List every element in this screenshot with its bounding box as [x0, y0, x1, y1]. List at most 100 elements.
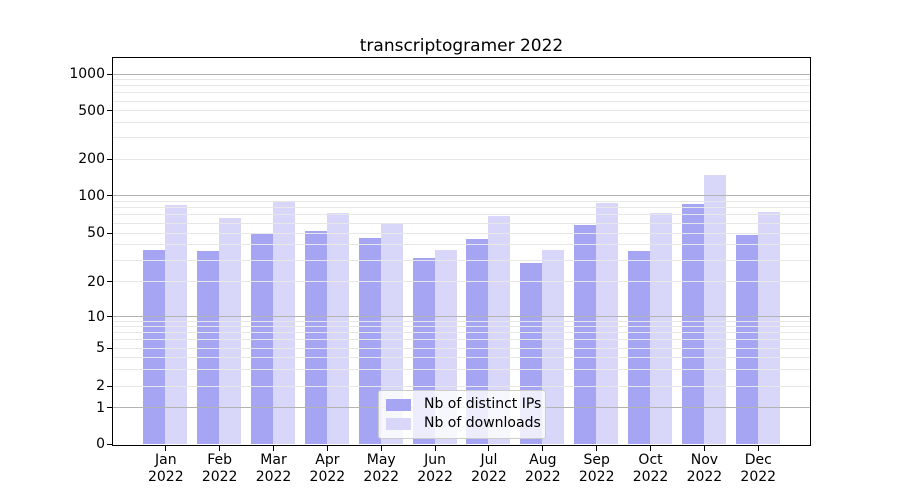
- gridline-minor: [113, 368, 810, 370]
- x-axis-tick: [650, 446, 652, 451]
- legend-swatch: [386, 417, 411, 430]
- gridline-major: [113, 73, 810, 75]
- y-axis-tick: [107, 73, 112, 75]
- y-axis-tick-label: 1: [96, 399, 105, 416]
- bar-downloads: [757, 212, 780, 444]
- bar-distinct-ips: [304, 231, 327, 444]
- x-axis-tick: [273, 446, 275, 451]
- y-axis-tick-label: 50: [87, 225, 105, 241]
- y-axis-tick-label: 500: [78, 102, 105, 119]
- x-axis-tick: [326, 446, 328, 451]
- gridline-minor: [113, 121, 810, 123]
- bar-distinct-ips: [251, 232, 274, 444]
- x-axis-tick: [219, 446, 221, 451]
- gridline-minor: [113, 110, 810, 112]
- gridline-minor: [113, 85, 810, 87]
- x-axis-tick-label: Dec 2022: [740, 452, 777, 485]
- y-axis-tick: [107, 232, 112, 234]
- x-axis-tick: [757, 446, 759, 451]
- y-axis-tick-label: 0: [96, 436, 105, 452]
- gridline-major: [113, 316, 810, 318]
- x-axis-tick: [596, 446, 598, 451]
- x-axis-tick-label: Mar 2022: [255, 452, 292, 485]
- x-axis-tick-label: Jun 2022: [417, 452, 453, 485]
- x-axis-tick-label: Aug 2022: [524, 452, 561, 485]
- x-axis-tick: [542, 446, 544, 451]
- x-axis-tick-label: Jul 2022: [471, 452, 507, 485]
- x-axis-tick: [165, 446, 167, 451]
- y-axis-tick: [107, 110, 112, 112]
- x-axis-tick-label: Sep 2022: [578, 452, 615, 485]
- gridline-major: [113, 195, 810, 197]
- gridline-minor: [113, 100, 810, 102]
- y-axis-tick-label: 100: [78, 187, 105, 204]
- gridline-minor: [113, 326, 810, 328]
- gridline-minor: [113, 332, 810, 334]
- y-axis-tick: [107, 316, 112, 318]
- y-axis-tick-label: 10: [87, 308, 105, 325]
- gridline-minor: [113, 356, 810, 358]
- y-axis-tick: [107, 443, 112, 445]
- gridline-minor: [113, 207, 810, 209]
- gridline-minor: [113, 79, 810, 81]
- bar-downloads: [273, 200, 296, 444]
- gridline-minor: [113, 385, 810, 387]
- bar-downloads: [650, 212, 673, 444]
- x-axis-tick: [703, 446, 705, 451]
- y-axis-tick-label: 1000: [69, 66, 105, 82]
- bar-downloads: [326, 212, 349, 444]
- gridline-minor: [113, 244, 810, 246]
- x-axis-tick-label: Feb 2022: [201, 452, 238, 485]
- y-axis-tick: [107, 385, 112, 387]
- x-axis-tick: [488, 446, 490, 451]
- bar-distinct-ips: [735, 234, 758, 444]
- legend: Nb of distinct IPs Nb of downloads: [378, 390, 546, 439]
- legend-item: Nb of distinct IPs: [386, 397, 541, 412]
- bar-downloads: [703, 175, 726, 444]
- bar-distinct-ips: [143, 249, 166, 444]
- gridline-minor: [113, 321, 810, 322]
- bar-downloads: [488, 215, 511, 444]
- y-axis-tick: [107, 281, 112, 282]
- gridline-minor: [113, 347, 810, 349]
- plot-area: [112, 57, 811, 446]
- bar-distinct-ips: [197, 251, 220, 444]
- bar-downloads: [219, 218, 242, 444]
- x-axis-tick-label: May 2022: [363, 452, 400, 485]
- bar-distinct-ips: [681, 203, 704, 444]
- gridline-minor: [113, 222, 810, 224]
- gridline-minor: [113, 259, 810, 261]
- bar-distinct-ips: [574, 225, 597, 444]
- legend-swatch: [386, 398, 411, 411]
- gridline-minor: [113, 281, 810, 282]
- gridline-minor: [113, 92, 810, 94]
- legend-item: Nb of downloads: [386, 416, 541, 431]
- x-axis-tick-label: Apr 2022: [309, 452, 346, 485]
- gridline-minor: [113, 158, 810, 160]
- bar-downloads: [596, 202, 619, 444]
- gridline-minor: [113, 214, 810, 216]
- x-axis-tick-label: Nov 2022: [686, 452, 723, 485]
- chart-title: transcriptogramer 2022: [359, 36, 564, 56]
- legend-label: Nb of distinct IPs: [424, 396, 542, 412]
- gridline-minor: [113, 137, 810, 139]
- x-axis-tick: [380, 446, 382, 451]
- bar-downloads: [542, 249, 565, 444]
- bar-downloads: [165, 204, 188, 444]
- legend-label: Nb of downloads: [424, 415, 541, 431]
- gridline-minor: [113, 232, 810, 234]
- y-axis-tick-label: 200: [78, 151, 105, 167]
- bar-distinct-ips: [628, 251, 651, 444]
- gridline-minor: [113, 200, 810, 202]
- x-axis-tick-label: Oct 2022: [632, 452, 669, 485]
- y-axis-tick: [107, 158, 112, 160]
- y-axis-tick: [107, 407, 112, 409]
- y-axis-tick: [107, 347, 112, 349]
- y-axis-tick: [107, 195, 112, 197]
- y-axis-tick-label: 2: [96, 378, 105, 394]
- x-axis-tick: [434, 446, 436, 451]
- gridline-minor: [113, 339, 810, 341]
- bar-distinct-ips: [358, 238, 381, 444]
- y-axis-tick-label: 5: [96, 340, 105, 357]
